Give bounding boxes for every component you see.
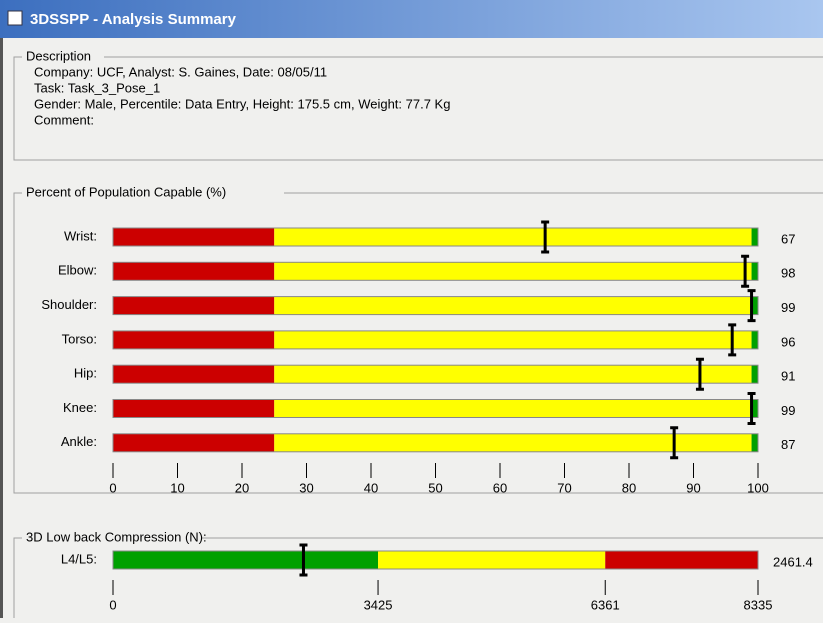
left-border [0,38,3,618]
description-line: Company: UCF, Analyst: S. Gaines, Date: … [34,64,327,79]
zone [274,365,752,384]
category-label: L4/L5: [61,551,97,566]
title-bar [0,0,823,38]
x-tick-label: 100 [747,480,769,495]
zone [605,551,758,569]
group-box [13,192,823,494]
x-tick-label: 40 [364,480,378,495]
zone [751,330,758,349]
zone [113,228,275,246]
x-tick-label: 20 [235,480,249,495]
zone [113,330,275,349]
bar-frame [112,364,759,384]
x-tick-label: 8335 [744,597,773,612]
x-tick-label: 70 [557,480,571,495]
category-label: Wrist: [64,228,97,243]
bar-frame [112,296,759,316]
chart-title: 3D Low back Compression (N): [26,529,207,544]
x-tick-label: 10 [170,480,184,495]
value-label: 99 [781,403,795,418]
zone [751,365,758,384]
bar-frame [112,227,759,247]
x-tick-label: 6361 [591,597,620,612]
zone [113,262,275,281]
x-tick-label: 0 [109,597,116,612]
zone [378,551,606,569]
zone [751,433,758,452]
zone [113,551,379,569]
value-marker [695,357,704,391]
zone [274,262,752,281]
category-label: Hip: [74,366,97,381]
value-label: 87 [781,437,795,452]
window-title: 3DSSPP - Analysis Summary [30,11,237,28]
x-tick-label: 0 [109,480,116,495]
x-tick-label: 80 [622,480,636,495]
x-tick-label: 90 [686,480,700,495]
description-box [13,56,823,161]
category-label: Shoulder: [41,297,97,312]
category-label: Torso: [62,331,97,346]
bar-frame [112,433,759,453]
group-box [13,537,823,623]
value-label: 2461.4 [773,554,813,569]
description-line: Gender: Male, Percentile: Data Entry, He… [34,96,450,111]
x-tick-label: 3425 [364,597,393,612]
description-line: Task: Task_3_Pose_1 [34,80,160,95]
zone [113,365,275,384]
category-label: Ankle: [61,434,97,449]
zone [751,228,758,246]
category-label: Elbow: [58,263,97,278]
description-line: Comment: [34,112,94,127]
zone [113,399,275,418]
value-label: 98 [781,266,795,281]
value-marker [747,289,756,323]
x-tick-label: 30 [299,480,313,495]
zone [751,399,758,418]
value-marker [741,254,750,288]
zone [274,433,752,452]
zone [274,399,752,418]
value-marker [747,392,756,425]
bar-frame [112,550,759,570]
value-marker [728,323,737,357]
category-label: Knee: [63,400,97,415]
description-title: Description [26,48,91,63]
app-icon [7,10,23,26]
value-label: 91 [781,369,795,384]
bar-frame [112,261,759,281]
value-label: 67 [781,231,795,246]
box-label-bg [22,185,284,201]
bar-frame [112,330,759,350]
value-marker [299,543,308,577]
box-label-bg [22,530,202,546]
value-marker [541,220,550,254]
bar-frame [112,399,759,418]
zone [274,228,752,246]
zone [751,296,758,315]
zone [113,433,275,452]
x-tick-label: 60 [493,480,507,495]
x-tick-label: 50 [428,480,442,495]
zone [274,330,752,349]
box-label-bg [22,49,104,65]
value-label: 96 [781,334,795,349]
value-label: 99 [781,300,795,315]
value-marker [670,426,679,460]
zone [274,296,752,315]
zone [751,262,758,281]
zone [113,296,275,315]
chart-title: Percent of Population Capable (%) [26,184,226,199]
